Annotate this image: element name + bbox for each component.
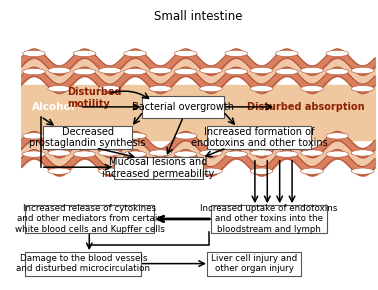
Ellipse shape (250, 150, 273, 156)
Ellipse shape (351, 86, 374, 92)
Ellipse shape (174, 133, 197, 139)
Text: Alcohol: Alcohol (32, 102, 75, 112)
Ellipse shape (225, 68, 248, 75)
Ellipse shape (124, 68, 146, 75)
FancyBboxPatch shape (208, 252, 301, 276)
Ellipse shape (124, 50, 146, 57)
Ellipse shape (225, 151, 248, 157)
Ellipse shape (124, 133, 146, 139)
Ellipse shape (23, 50, 45, 57)
Ellipse shape (301, 86, 324, 92)
Ellipse shape (73, 151, 96, 157)
Ellipse shape (250, 67, 273, 74)
Text: Mucosal lesions and
increased permeability: Mucosal lesions and increased permeabili… (102, 157, 215, 179)
Ellipse shape (200, 67, 222, 74)
FancyBboxPatch shape (211, 205, 327, 233)
Ellipse shape (200, 168, 222, 174)
Ellipse shape (174, 151, 197, 157)
Ellipse shape (149, 150, 172, 156)
Ellipse shape (301, 150, 324, 156)
Ellipse shape (250, 168, 273, 174)
Ellipse shape (351, 150, 374, 156)
Ellipse shape (301, 67, 324, 74)
Ellipse shape (326, 151, 349, 157)
Ellipse shape (275, 68, 298, 75)
Ellipse shape (23, 151, 45, 157)
Ellipse shape (73, 50, 96, 57)
Ellipse shape (98, 150, 121, 156)
FancyBboxPatch shape (114, 157, 203, 179)
FancyBboxPatch shape (25, 252, 141, 276)
Ellipse shape (73, 68, 96, 75)
Ellipse shape (23, 133, 45, 139)
Ellipse shape (275, 133, 298, 139)
Ellipse shape (225, 133, 248, 139)
Ellipse shape (149, 86, 172, 92)
Text: Liver cell injury and
other organ injury: Liver cell injury and other organ injury (211, 254, 297, 273)
Ellipse shape (301, 168, 324, 174)
Ellipse shape (174, 50, 197, 57)
Ellipse shape (174, 68, 197, 75)
Ellipse shape (200, 150, 222, 156)
FancyBboxPatch shape (25, 205, 154, 233)
Text: Small intestine: Small intestine (154, 10, 243, 23)
Ellipse shape (250, 86, 273, 92)
Ellipse shape (48, 150, 71, 156)
Ellipse shape (275, 50, 298, 57)
Ellipse shape (200, 86, 222, 92)
Text: Increased uptake of endotoxins
and other toxins into the
bloodstream and lymph: Increased uptake of endotoxins and other… (200, 204, 338, 234)
Ellipse shape (326, 50, 349, 57)
Ellipse shape (275, 151, 298, 157)
Ellipse shape (326, 133, 349, 139)
Text: Increased formation of
endotoxins and other toxins: Increased formation of endotoxins and ot… (191, 127, 328, 148)
Ellipse shape (48, 67, 71, 74)
Text: Disturbed absorption: Disturbed absorption (247, 102, 365, 112)
Ellipse shape (98, 67, 121, 74)
Text: Disturbed
motility: Disturbed motility (67, 87, 122, 109)
Ellipse shape (225, 50, 248, 57)
Ellipse shape (98, 86, 121, 92)
Ellipse shape (98, 168, 121, 174)
FancyBboxPatch shape (142, 96, 225, 118)
Ellipse shape (48, 86, 71, 92)
Text: Damage to the blood vessels
and disturbed microcirculation: Damage to the blood vessels and disturbe… (16, 254, 150, 273)
Ellipse shape (326, 68, 349, 75)
Ellipse shape (149, 168, 172, 174)
Ellipse shape (351, 67, 374, 74)
Ellipse shape (124, 151, 146, 157)
Ellipse shape (23, 68, 45, 75)
Text: Bacterial overgrowth: Bacterial overgrowth (132, 102, 234, 112)
Text: Decreased
prostaglandin synthesis: Decreased prostaglandin synthesis (29, 127, 146, 148)
Ellipse shape (149, 67, 172, 74)
Ellipse shape (73, 133, 96, 139)
Text: Increased release of cytokines
and other mediators from certain
white blood cell: Increased release of cytokines and other… (14, 204, 164, 234)
FancyBboxPatch shape (208, 126, 311, 149)
Ellipse shape (48, 168, 71, 174)
FancyBboxPatch shape (43, 126, 132, 149)
Ellipse shape (351, 168, 374, 174)
